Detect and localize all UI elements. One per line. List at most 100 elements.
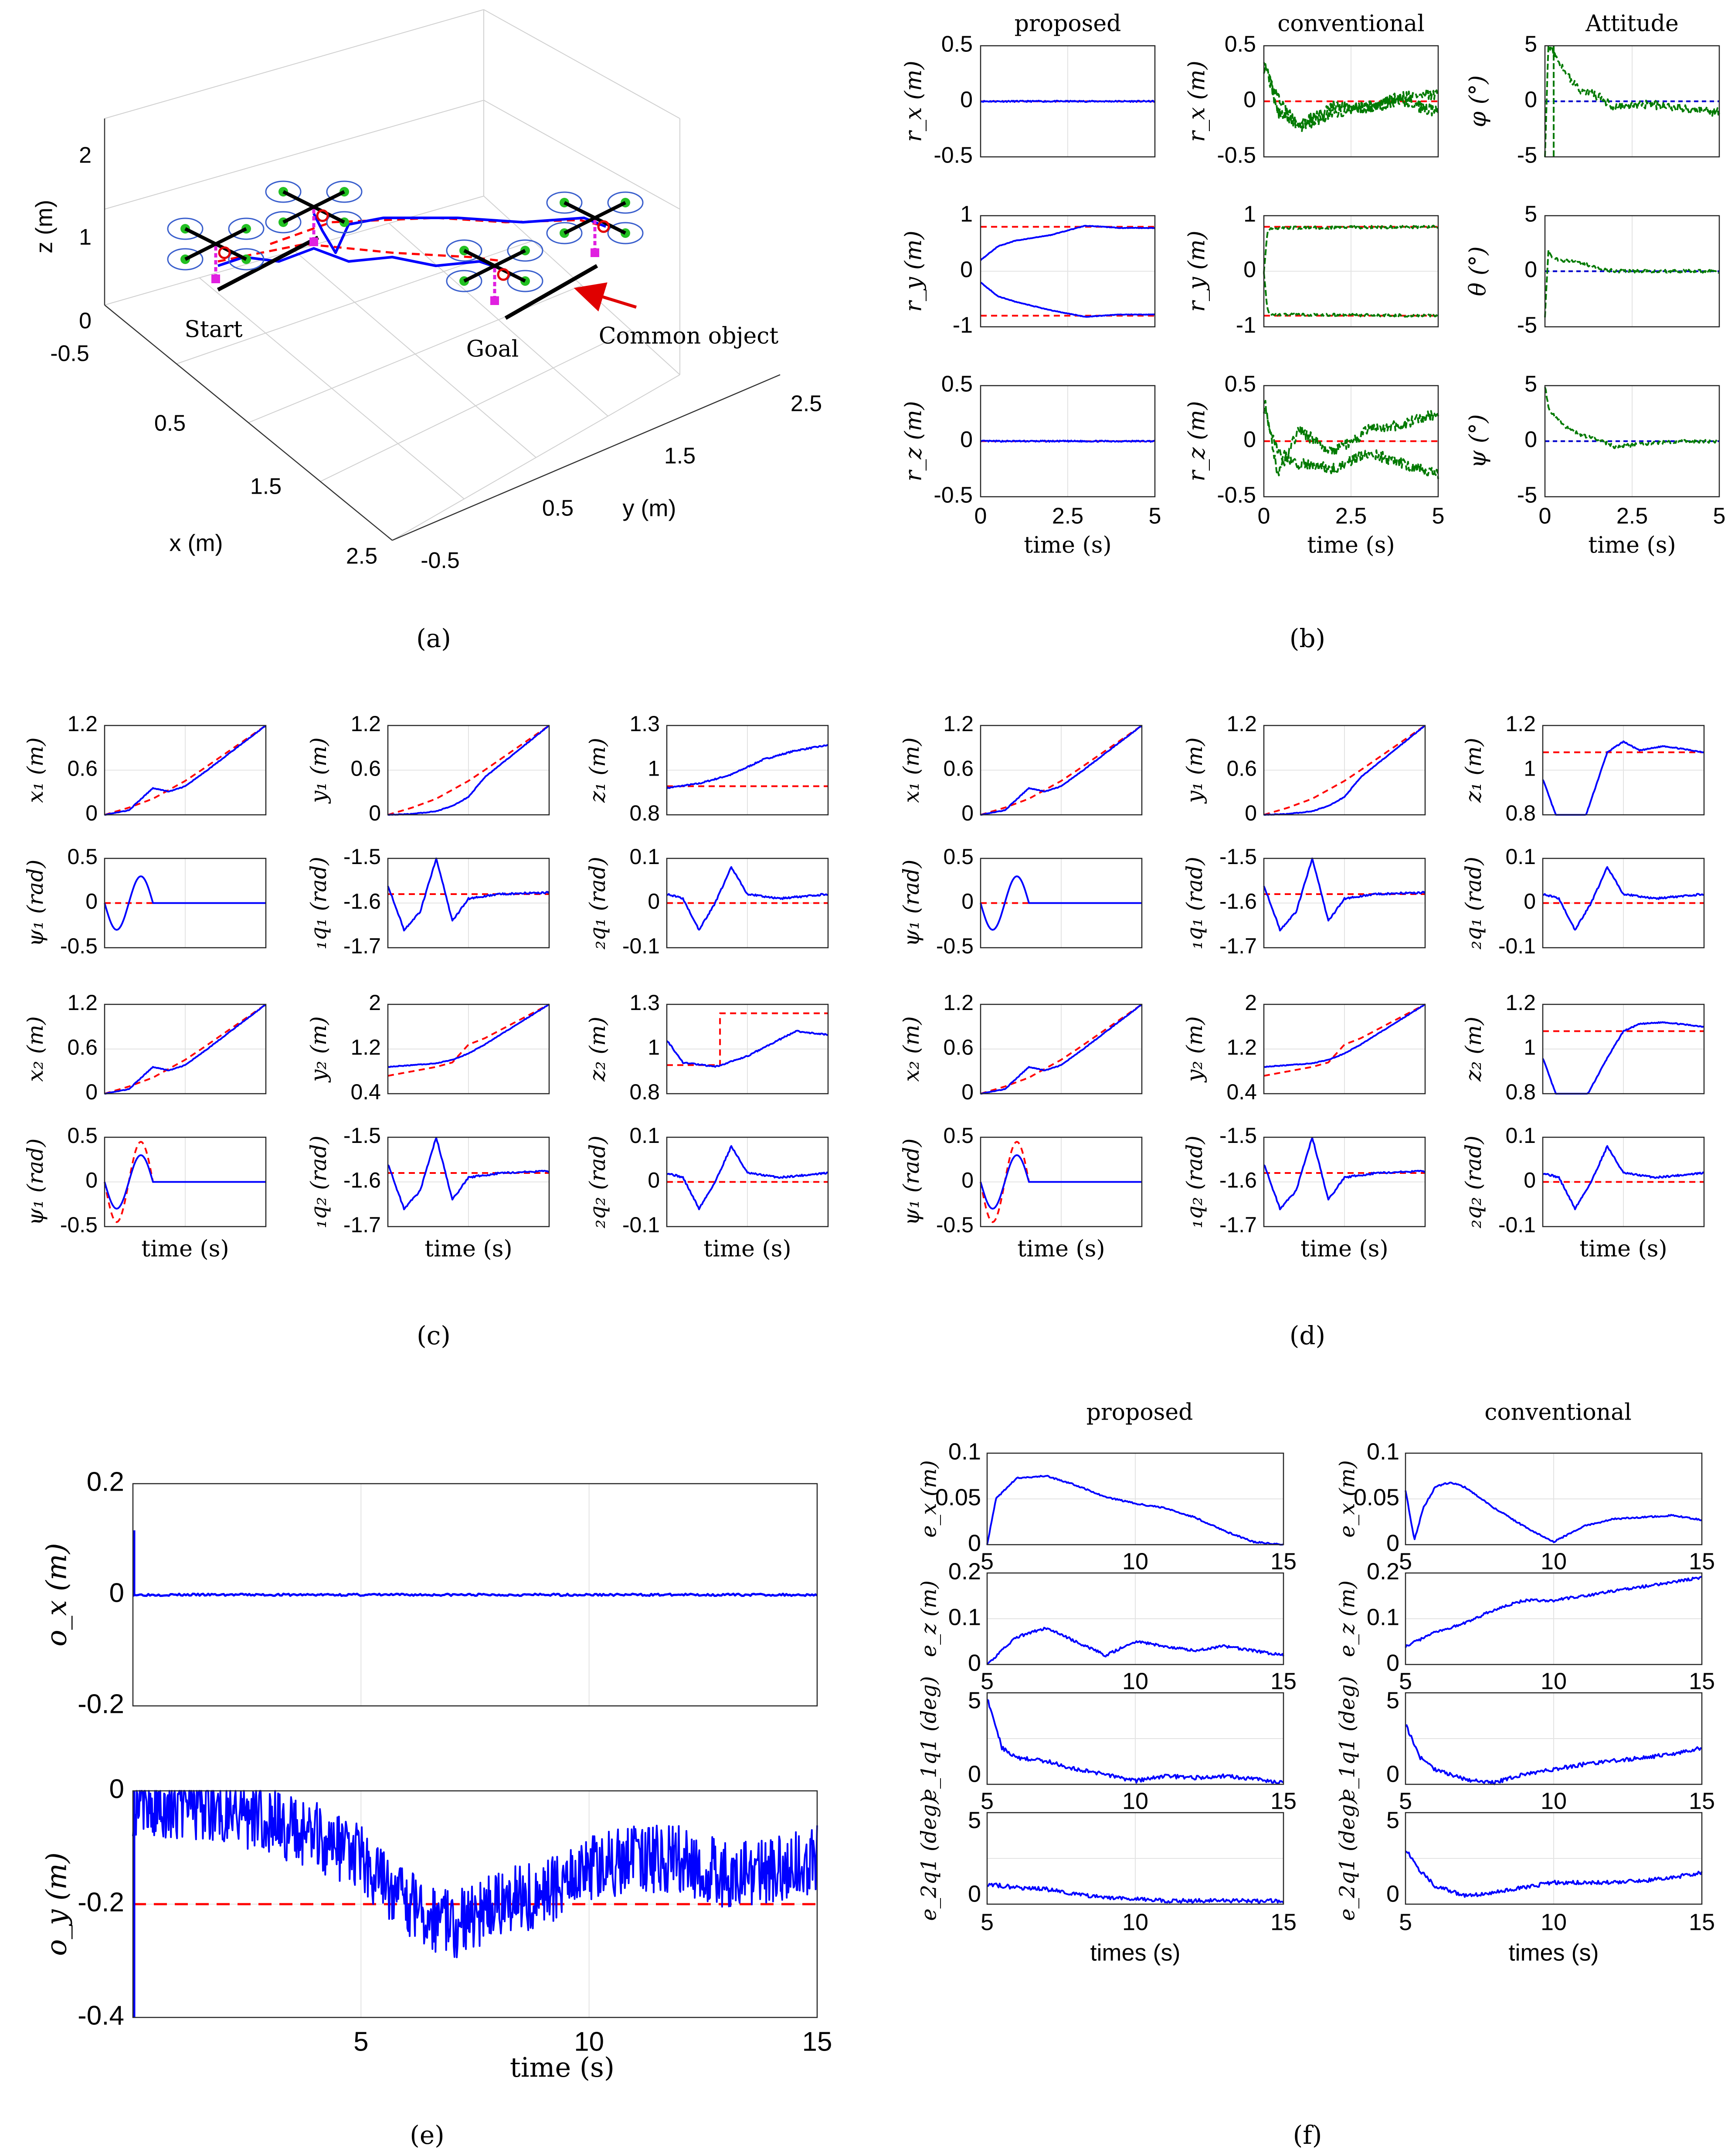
f-r0-c0-ytick-0: 0.1 [948, 1438, 981, 1464]
traj-lower [217, 247, 506, 271]
b-r2-c0-xlabel: time (s) [1024, 532, 1111, 559]
body-marker [497, 268, 510, 281]
c-cell-9-actual [104, 1154, 266, 1210]
d-cell-3-actual [980, 875, 1142, 931]
c-cell-7-reference [387, 1003, 550, 1077]
f-r0-c0-ytick-2: 0 [968, 1530, 981, 1556]
panel-label-1: (b) [1290, 624, 1325, 653]
b-r2-c2-xlabel: time (s) [1588, 532, 1676, 559]
c-cell-8-reference [667, 1012, 828, 1066]
c-cell-10-ytick-0: -1.5 [343, 1123, 381, 1148]
panel-e: o_x (m)0.20-0.2o_y (m)0-0.2-0.45 10 15time… [41, 1467, 832, 2083]
rotor-disk [326, 180, 363, 203]
b-r1-c1-frame [1263, 215, 1439, 328]
z-tick-2: 2 [79, 143, 92, 168]
z-axis-label: z (m) [31, 200, 57, 254]
f-r3-c1-xtick-0: 5 [1399, 1909, 1412, 1935]
b-r1-c1-series-a [1263, 224, 1439, 273]
b-r0-c2-ytick-0: 5 [1524, 32, 1537, 57]
c-cell-1-ytick-1: 0.6 [350, 756, 381, 781]
f-col-title-0: proposed [1086, 1400, 1193, 1426]
d-cell-7-ytick-0: 2 [1245, 990, 1257, 1015]
arm-b [282, 190, 345, 224]
d-cell-1-reference [1263, 725, 1426, 816]
f-r3-c1-xlabel: times (s) [1509, 1939, 1599, 1966]
b-r2-c0-xtick-1: 2.5 [1052, 504, 1083, 529]
b-r1-c2-ytick-2: -5 [1517, 313, 1537, 338]
f-r3-c1-xtick-1: 10 [1541, 1909, 1567, 1935]
b-r2-c2-ytick-2: -5 [1517, 483, 1537, 508]
payload-marker [211, 275, 220, 283]
b-r2-c2-ytick-0: 5 [1524, 372, 1537, 397]
panel-label-5: (f) [1293, 2120, 1322, 2150]
f-r0-c1-series [1405, 1481, 1702, 1543]
ref-path-top [270, 217, 606, 245]
d-cell-4-frame [1263, 858, 1426, 949]
e-top-series [132, 1593, 818, 1597]
c-cell-2-frame [666, 725, 829, 816]
d-cell-1-frame [1263, 725, 1426, 816]
d-cell-8-ytick-0: 1.2 [1505, 990, 1536, 1015]
c-cell-1-ytick-0: 1.2 [350, 712, 381, 736]
c-cell-1-ylabel: y₁ (m) [306, 737, 331, 804]
c-cell-0-frame [104, 725, 267, 816]
d-cell-10-xlabel: time (s) [1300, 1236, 1388, 1262]
c-cell-5-ylabel: ₂q₁ (rad) [585, 857, 610, 949]
d-cell-7-ytick-1: 1.2 [1226, 1035, 1257, 1060]
c-cell-5-ytick-1: 0 [648, 889, 660, 914]
b-r2-c2-ytick-1: 0 [1524, 427, 1537, 452]
b-r1-c0-ytick-2: -1 [953, 313, 973, 338]
rotor-disk [228, 217, 265, 240]
d-cell-0-ytick-2: 0 [961, 801, 974, 825]
quadrotor-3 [546, 191, 644, 257]
c-cell-2-ytick-2: 0.8 [629, 801, 660, 825]
d-cell-1-actual [1264, 725, 1426, 816]
b-r2-c1-ytick-0: 0.5 [1225, 372, 1256, 397]
f-r0-c0-ylabel: e_x (m) [917, 1460, 941, 1538]
d-cell-6-reference [980, 1003, 1143, 1095]
f-r3-c1-ytick-1: 0 [1386, 1881, 1399, 1907]
b-r1-c2-ytick-1: 0 [1524, 257, 1537, 282]
b-r2-c2-xtick-1: 2.5 [1616, 504, 1648, 529]
f-r3-c0-frame [986, 1812, 1284, 1905]
b-r0-c2-frame [1544, 45, 1720, 158]
f-r0-c0-frame [986, 1452, 1284, 1546]
panel-a: 0 1 2 z (m) -0.5 0.5 1.5 2.5 x (m) -0.5 0.5 1.5 2.5 y… [31, 9, 822, 573]
f-r1-c0-series [986, 1627, 1284, 1665]
c-cell-5-ytick-2: -0.1 [622, 934, 660, 958]
f-r0-c1-frame [1405, 1452, 1703, 1546]
b-r0-c2-ytick-2: -5 [1517, 143, 1537, 168]
c-cell-0-reference [104, 725, 267, 816]
d-cell-5-actual [1542, 866, 1704, 931]
panel-label-0: (a) [416, 624, 451, 653]
f-r2-c1-frame [1405, 1692, 1703, 1785]
b-r1-c0-ytick-1: 0 [960, 257, 973, 282]
quadrotor-0 [167, 217, 265, 283]
f-r1-c0-xtick-0: 5 [981, 1668, 994, 1694]
e-xtick-0: 5 [353, 2027, 368, 2057]
f-r2-c0-ytick-0: 5 [968, 1687, 981, 1713]
d-cell-1-ytick-1: 0.6 [1226, 756, 1257, 781]
e-top-ytick-0: 0.2 [87, 1467, 124, 1497]
d-cell-11-ytick-1: 0 [1524, 1168, 1536, 1193]
c-cell-7-ytick-1: 1.2 [350, 1035, 381, 1060]
d-cell-10-ytick-0: -1.5 [1219, 1123, 1257, 1148]
b-r2-c1-xtick-1: 2.5 [1335, 504, 1367, 529]
d-cell-0-frame [980, 725, 1143, 816]
b-r2-c1-xlabel: time (s) [1307, 532, 1395, 559]
b-r1-c0-actual-down [980, 281, 1155, 318]
b-r2-c0-ytick-2: -0.5 [934, 483, 973, 508]
f-r0-c1-ytick-0: 0.1 [1367, 1438, 1399, 1464]
d-cell-5-ytick-1: 0 [1524, 889, 1536, 914]
e-xtick-1: 10 [574, 2027, 604, 2057]
f-r2-c1-ytick-0: 5 [1386, 1687, 1399, 1713]
c-cell-3-ylabel: ψ₁ (rad) [23, 860, 48, 947]
b-r1-c2-ytick-0: 5 [1524, 202, 1537, 227]
y-tick-2: 1.5 [664, 444, 696, 469]
c-cell-5-frame [666, 858, 829, 949]
b-r2-c1-xtick-2: 5 [1432, 504, 1445, 529]
arm-b [564, 201, 626, 235]
c-cell-11-ytick-1: 0 [648, 1168, 660, 1193]
quadrotor-1 [265, 180, 363, 246]
